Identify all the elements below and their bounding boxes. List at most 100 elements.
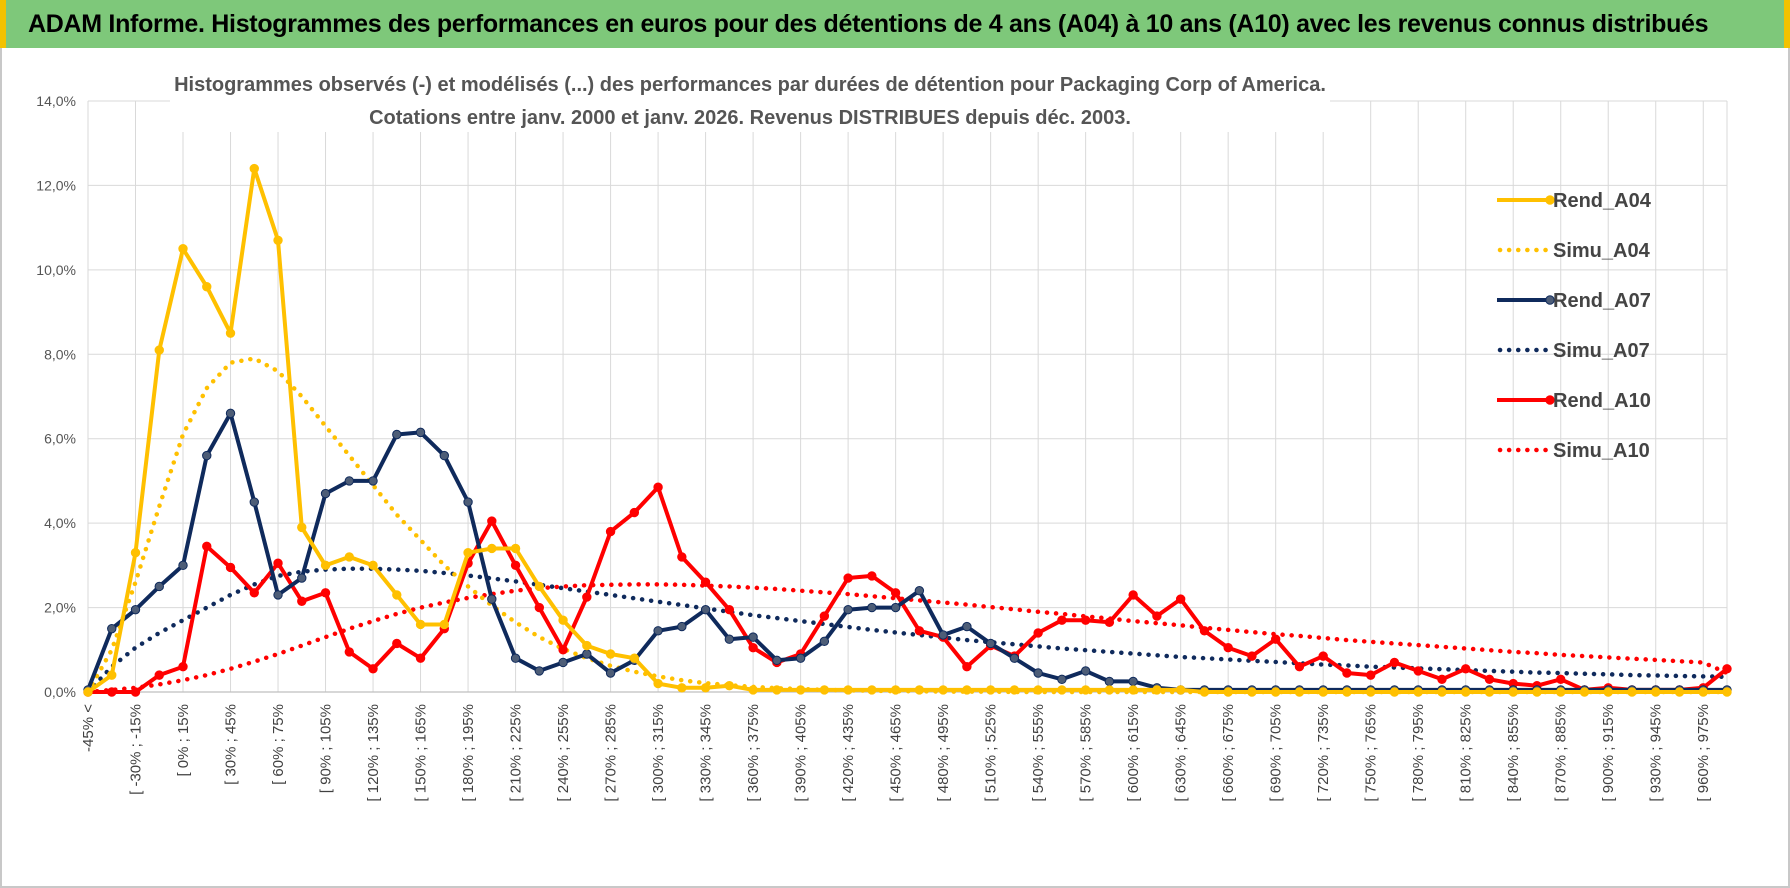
data-point	[178, 244, 188, 254]
data-point	[843, 685, 853, 695]
data-point	[1057, 685, 1067, 695]
data-point	[154, 345, 164, 355]
x-tick-label: [ 90% ; 105%	[318, 704, 335, 793]
x-tick-label: [ 630% ; 645%	[1173, 704, 1190, 802]
x-tick-label: [ 840% ; 855%	[1505, 704, 1522, 802]
legend-label: Rend_A10	[1553, 390, 1651, 412]
x-tick-label: [ 300% ; 315%	[650, 704, 667, 802]
data-point	[1722, 664, 1732, 674]
y-tick-label: 4,0%	[44, 515, 76, 531]
data-point	[1413, 666, 1423, 676]
data-point	[463, 547, 473, 558]
data-point	[1128, 676, 1138, 687]
data-point	[605, 526, 616, 537]
data-point	[297, 596, 307, 606]
data-point	[819, 636, 830, 647]
data-point	[1080, 685, 1091, 695]
data-point	[154, 581, 164, 592]
legend: Rend_A04 Simu_A04 Rend_A07 Simu_A07 Rend_A10…	[1497, 190, 1652, 462]
data-point	[1556, 674, 1566, 685]
x-tick-label: [ 780% ; 795%	[1410, 704, 1427, 802]
legend-label: Rend_A04	[1553, 190, 1652, 212]
data-point	[629, 507, 640, 518]
data-point	[1104, 676, 1115, 687]
series	[83, 163, 1732, 697]
data-point	[439, 450, 450, 461]
data-point	[1461, 687, 1471, 697]
data-point	[1674, 687, 1685, 697]
x-tick-label: [ 330% ; 345%	[698, 704, 715, 802]
series-line	[85, 566, 1730, 695]
data-point	[890, 602, 901, 613]
data-point	[985, 685, 996, 695]
banner: ADAM Informe. Histogrammes des performan…	[0, 0, 1790, 48]
data-point	[1199, 626, 1210, 636]
data-point	[1104, 685, 1115, 695]
x-tick-label: [ 240% ; 255%	[555, 704, 572, 802]
data-point	[938, 685, 948, 695]
data-point	[1318, 687, 1328, 697]
data-point	[582, 649, 592, 659]
data-point	[1342, 687, 1352, 697]
legend-item-simu_a10: Simu_A10	[1497, 440, 1650, 462]
data-point	[1270, 687, 1281, 697]
data-point	[534, 581, 545, 592]
data-point	[225, 408, 236, 419]
data-point	[867, 685, 877, 695]
x-tick-label: [ 420% ; 435%	[840, 704, 857, 802]
y-axis: 0,0% 2,0% 4,0% 6,0% 8,0% 10,0% 12,0% 14,0%	[36, 93, 76, 700]
legend-marker	[1545, 295, 1555, 305]
data-point	[344, 647, 354, 657]
x-axis: -45% < [ -30% ; -15% [ 0% ; 15% [ 30% ; 45%…	[80, 704, 1712, 802]
data-point	[178, 560, 188, 571]
data-point	[368, 476, 378, 486]
series-simu_a10	[85, 582, 1730, 695]
legend-marker	[1545, 395, 1555, 405]
legend-label: Simu_A04	[1553, 240, 1651, 262]
data-point	[677, 683, 687, 693]
data-point	[1033, 668, 1043, 678]
data-point	[653, 678, 663, 689]
data-point	[962, 621, 972, 632]
data-point	[1033, 685, 1043, 695]
data-point	[1175, 594, 1186, 604]
x-tick-label: [ 120% ; 135%	[365, 704, 382, 802]
data-point	[605, 668, 616, 678]
data-point	[368, 664, 378, 674]
x-tick-label: [ 960% ; 975%	[1695, 704, 1712, 802]
data-point	[867, 571, 877, 581]
x-tick-label: [ 660% ; 675%	[1220, 704, 1237, 802]
data-point	[890, 685, 901, 695]
x-tick-label: [ 510% ; 525%	[983, 704, 1000, 802]
data-point	[890, 588, 901, 598]
data-point	[653, 626, 663, 636]
x-tick-label: [ 360% ; 375%	[745, 704, 762, 802]
data-point	[1532, 687, 1542, 697]
data-point	[962, 685, 972, 695]
x-tick-label: [ 720% ; 735%	[1315, 704, 1332, 802]
data-point	[202, 450, 212, 461]
data-point	[392, 638, 402, 649]
data-point	[724, 680, 735, 691]
data-point	[605, 649, 616, 659]
data-point	[1365, 670, 1376, 680]
data-point	[1223, 642, 1233, 653]
x-tick-label: [ -30% ; -15%	[128, 704, 145, 795]
data-point	[249, 163, 259, 174]
y-tick-label: 0,0%	[44, 684, 76, 700]
data-point	[867, 602, 877, 613]
data-point	[320, 488, 331, 499]
data-point	[1247, 687, 1257, 697]
legend-item-simu_a04: Simu_A04	[1497, 240, 1651, 262]
data-point	[914, 626, 925, 636]
data-point	[510, 653, 521, 663]
data-point	[1247, 651, 1257, 661]
chart-title-line1: Histogrammes observés (-) et modélisés (…	[174, 74, 1326, 96]
data-point	[1579, 687, 1590, 697]
data-point	[914, 685, 925, 695]
data-point	[1128, 590, 1138, 600]
data-point	[724, 634, 735, 644]
data-point	[582, 592, 592, 602]
banner-title: ADAM Informe. Histogrammes des performan…	[28, 10, 1709, 38]
